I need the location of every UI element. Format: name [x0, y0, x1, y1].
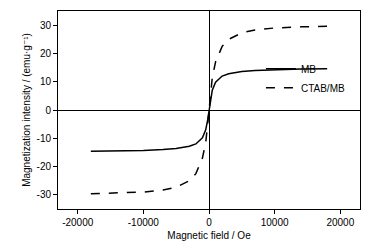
svg-text:10: 10: [40, 76, 52, 87]
svg-text:20: 20: [40, 48, 52, 59]
svg-text:Magnetic field / Oe: Magnetic field / Oe: [167, 230, 251, 241]
svg-text:-30: -30: [37, 189, 52, 200]
svg-text:-20: -20: [37, 161, 52, 172]
svg-text:10000: 10000: [261, 217, 289, 228]
svg-text:-20000: -20000: [62, 217, 94, 228]
svg-text:-10000: -10000: [128, 217, 160, 228]
svg-text:-10: -10: [37, 133, 52, 144]
svg-text:MB: MB: [301, 64, 316, 75]
svg-text:Magnetization intensity / (emu: Magnetization intensity / (emu·g⁻¹): [21, 33, 32, 187]
svg-text:0: 0: [45, 105, 51, 116]
svg-text:30: 30: [40, 20, 52, 31]
svg-text:0: 0: [206, 217, 212, 228]
svg-text:20000: 20000: [326, 217, 354, 228]
svg-text:CTAB/MB: CTAB/MB: [301, 83, 345, 94]
